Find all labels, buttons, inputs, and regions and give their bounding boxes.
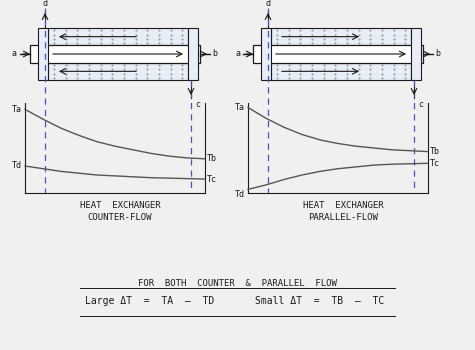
- Text: d: d: [42, 0, 48, 8]
- Bar: [271, 63, 411, 80]
- Text: Td: Td: [235, 190, 245, 199]
- Text: FOR  BOTH  COUNTER  &  PARALLEL  FLOW: FOR BOTH COUNTER & PARALLEL FLOW: [138, 279, 336, 288]
- Text: c: c: [195, 100, 200, 109]
- Text: b: b: [212, 49, 217, 58]
- Text: Large ΔT  =  TA  –  TD: Large ΔT = TA – TD: [85, 296, 214, 306]
- Text: Tc: Tc: [430, 159, 440, 168]
- Text: HEAT  EXCHANGER
PARALLEL-FLOW: HEAT EXCHANGER PARALLEL-FLOW: [303, 201, 383, 223]
- Bar: [253, 46, 423, 63]
- Bar: [411, 28, 421, 80]
- Text: Ta: Ta: [235, 103, 245, 112]
- Text: HEAT  EXCHANGER
COUNTER-FLOW: HEAT EXCHANGER COUNTER-FLOW: [80, 201, 160, 223]
- Text: Small ΔT  =  TB  –  TC: Small ΔT = TB – TC: [255, 296, 384, 306]
- Bar: [188, 28, 198, 80]
- Text: a: a: [12, 49, 17, 58]
- Text: c: c: [418, 100, 423, 109]
- Text: a: a: [235, 49, 240, 58]
- Text: b: b: [435, 49, 440, 58]
- Bar: [30, 46, 200, 63]
- Text: Tc: Tc: [207, 175, 217, 183]
- Bar: [48, 63, 188, 80]
- Text: Tb: Tb: [207, 154, 217, 163]
- Bar: [48, 28, 188, 46]
- Bar: [261, 28, 271, 80]
- Text: d: d: [266, 0, 270, 8]
- Text: Ta: Ta: [12, 105, 22, 114]
- Bar: [38, 28, 48, 80]
- Text: Tb: Tb: [430, 147, 440, 156]
- Text: Td: Td: [12, 161, 22, 170]
- Bar: [271, 28, 411, 46]
